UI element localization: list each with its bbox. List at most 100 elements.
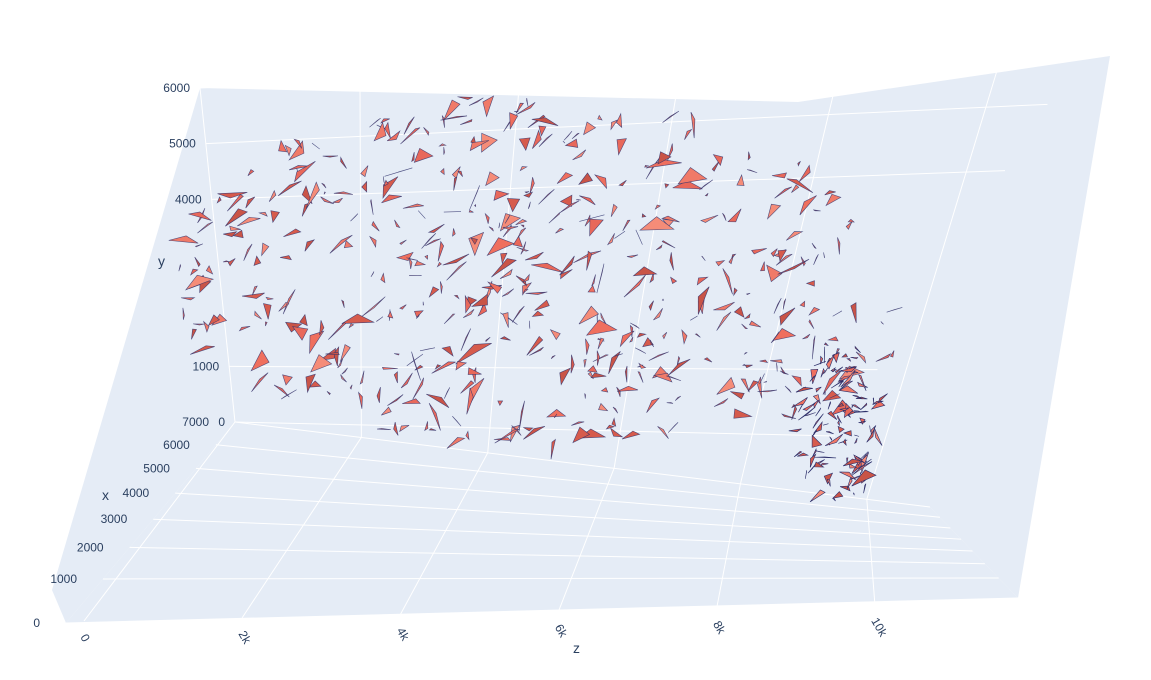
mesh-triangle <box>434 364 442 370</box>
mesh-triangle <box>501 288 514 297</box>
mesh-triangle <box>822 366 829 375</box>
mesh-triangle <box>178 263 182 272</box>
mesh-triangle <box>455 361 468 371</box>
mesh-triangle <box>560 269 573 280</box>
mesh-triangle <box>736 174 745 186</box>
mesh-triangle <box>805 470 808 479</box>
mesh-triangle <box>498 222 500 229</box>
mesh-triangle <box>440 115 468 121</box>
mesh-triangle <box>515 102 536 116</box>
mesh-triangle <box>474 203 477 208</box>
mesh-triangle <box>394 219 401 229</box>
mesh-triangle <box>506 198 521 213</box>
mesh-triangle <box>337 358 343 369</box>
mesh-triangle <box>293 138 303 149</box>
mesh-triangle <box>282 374 293 386</box>
mesh-triangle <box>486 237 515 257</box>
mesh-triangle <box>270 210 280 224</box>
mesh-triangle <box>652 372 673 383</box>
mesh-triangle <box>403 116 415 135</box>
mesh-triangle <box>520 241 527 255</box>
mesh-triangle <box>439 281 443 294</box>
mesh-triangle <box>217 192 248 199</box>
mesh-triangle <box>703 357 713 363</box>
mesh-triangle <box>842 438 847 447</box>
mesh-triangle <box>853 410 862 413</box>
mesh-triangle <box>205 265 214 275</box>
mesh-triangle <box>265 321 268 327</box>
mesh-triangle <box>387 310 394 319</box>
mesh-triangle <box>527 201 531 209</box>
mesh-triangle <box>408 257 413 269</box>
mesh-triangle <box>555 227 565 234</box>
mesh-triangle <box>400 127 421 145</box>
z-gridline <box>866 499 876 605</box>
mesh-triangle <box>653 308 663 321</box>
mesh-triangle <box>382 176 385 184</box>
mesh-triangle <box>360 296 386 318</box>
mesh-triangle <box>713 301 735 311</box>
mesh-triangle <box>815 407 822 417</box>
mesh-triangle <box>418 210 426 219</box>
mesh-triangle <box>677 167 708 185</box>
mesh-triangle <box>825 354 835 370</box>
mesh-triangle <box>875 353 892 362</box>
mesh-triangle <box>813 254 819 266</box>
mesh-triangle <box>606 233 615 246</box>
mesh-triangle <box>538 133 553 147</box>
mesh-triangle <box>386 130 401 142</box>
mesh-triangle <box>441 115 445 128</box>
mesh-triangle <box>457 96 473 100</box>
y-tick-label: 0 <box>218 415 225 429</box>
y-tick-label: 4000 <box>175 192 202 206</box>
mesh-triangle <box>799 195 817 216</box>
mesh-triangle <box>822 389 842 402</box>
mesh-triangle <box>529 177 535 195</box>
mesh-triangle <box>880 321 884 325</box>
mesh-triangle <box>333 346 340 367</box>
mesh-triangle <box>572 149 587 161</box>
mesh-triangle <box>629 336 634 343</box>
mesh-triangle <box>485 336 491 343</box>
mesh-triangle <box>811 447 817 458</box>
x-gridline <box>215 444 941 518</box>
mesh-triangle <box>538 125 547 137</box>
mesh-triangle <box>525 291 548 295</box>
mesh-triangle <box>616 138 627 156</box>
mesh-triangle <box>773 298 782 314</box>
x-gridline <box>234 421 931 508</box>
mesh-triangle <box>455 343 492 365</box>
mesh-triangle <box>712 154 724 167</box>
mesh-triangle <box>740 378 750 393</box>
mesh-triangle <box>414 260 427 267</box>
mesh-triangle <box>616 112 623 129</box>
mesh-triangle <box>853 410 869 413</box>
mesh-triangle <box>243 243 253 261</box>
mesh-triangle <box>190 345 215 355</box>
mesh-triangle <box>616 386 621 397</box>
mesh-triangle <box>815 450 825 453</box>
mesh-triangle <box>277 180 302 197</box>
mesh-triangle <box>526 335 544 356</box>
mesh-triangle <box>333 191 354 195</box>
z-axis-title: z <box>573 640 580 656</box>
z-gridline-wall <box>739 66 841 484</box>
mesh-triangle <box>446 261 467 281</box>
mesh-triangle <box>399 239 407 245</box>
mesh-triangle <box>197 221 213 234</box>
mesh-triangle <box>370 199 374 215</box>
mesh-triangle <box>850 302 857 323</box>
mesh-triangle <box>182 307 185 320</box>
mesh-triangle <box>332 197 343 204</box>
mesh-triangle <box>791 405 798 420</box>
mesh-triangle <box>812 413 824 429</box>
mesh-triangle <box>824 433 844 447</box>
mesh-triangle <box>282 289 296 315</box>
mesh-triangle <box>641 213 647 218</box>
mesh-triangle <box>511 305 525 323</box>
mesh-triangle <box>863 483 867 494</box>
mesh-triangle <box>253 255 262 266</box>
mesh-triangle <box>502 226 519 230</box>
mesh-triangle <box>383 179 389 187</box>
